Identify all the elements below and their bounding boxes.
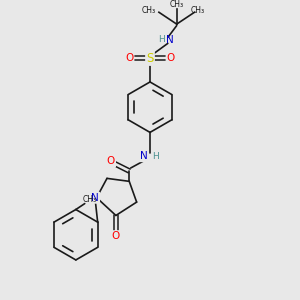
Text: CH₃: CH₃ xyxy=(142,6,156,15)
Text: H: H xyxy=(158,35,165,44)
Text: O: O xyxy=(167,53,175,63)
Text: O: O xyxy=(112,231,120,241)
Text: N: N xyxy=(140,151,147,161)
Text: O: O xyxy=(107,157,115,166)
Text: CH₃: CH₃ xyxy=(190,6,205,15)
Text: N: N xyxy=(91,193,99,203)
Text: N: N xyxy=(166,35,174,45)
Text: H: H xyxy=(152,152,159,160)
Text: S: S xyxy=(146,52,154,65)
Text: O: O xyxy=(125,53,134,63)
Text: CH₃: CH₃ xyxy=(83,195,97,204)
Text: CH₃: CH₃ xyxy=(169,0,184,9)
